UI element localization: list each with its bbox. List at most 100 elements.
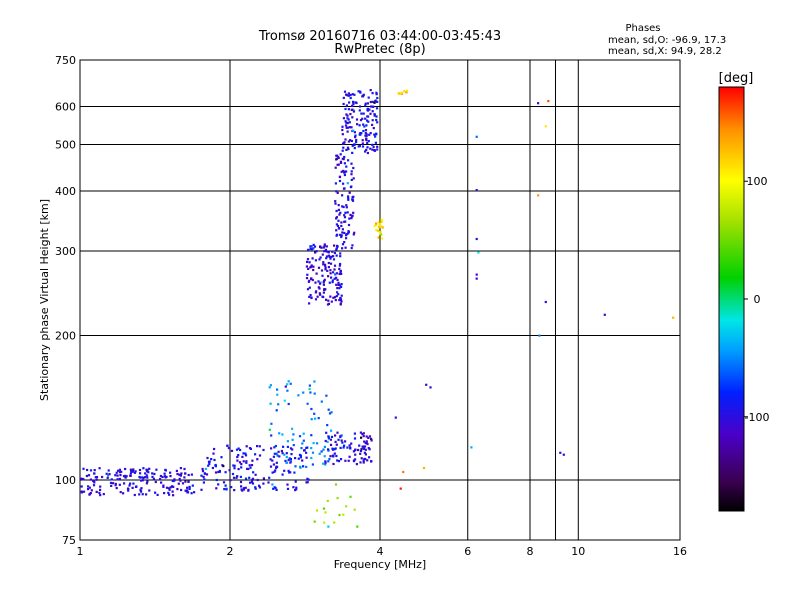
data-point	[399, 487, 402, 490]
data-point	[322, 448, 325, 451]
data-point	[348, 101, 351, 104]
data-point	[350, 442, 353, 445]
data-point	[280, 449, 283, 453]
data-point	[146, 480, 149, 483]
data-point	[288, 471, 291, 474]
data-point	[354, 134, 357, 137]
data-point	[379, 231, 382, 234]
data-point	[107, 474, 110, 477]
data-point	[309, 294, 312, 297]
data-point	[311, 451, 315, 454]
data-point	[184, 472, 187, 475]
data-point	[377, 221, 380, 224]
data-point	[340, 234, 343, 237]
data-point	[323, 250, 326, 253]
data-point	[381, 219, 384, 222]
data-point	[333, 448, 336, 451]
data-point	[93, 481, 96, 484]
data-point	[305, 465, 308, 468]
data-point	[287, 458, 290, 462]
data-point	[359, 452, 362, 455]
data-point	[323, 445, 326, 448]
chart-title: Tromsø 20160716 03:44:00-03:45:43	[258, 29, 501, 44]
data-point	[376, 148, 379, 151]
data-point	[381, 226, 384, 229]
data-point	[305, 481, 308, 484]
data-point	[241, 489, 244, 492]
grid-lines	[80, 60, 680, 540]
data-point	[336, 431, 339, 434]
data-point	[334, 182, 337, 185]
data-point	[162, 484, 165, 487]
data-point	[163, 475, 166, 478]
data-point	[115, 487, 118, 490]
data-point	[360, 457, 363, 460]
data-point	[228, 469, 231, 472]
data-point	[151, 472, 154, 475]
data-point	[308, 302, 311, 305]
data-point	[340, 439, 343, 442]
data-point	[160, 481, 163, 484]
data-point	[350, 139, 353, 143]
data-point	[538, 334, 541, 337]
data-point	[114, 474, 117, 477]
data-point	[345, 505, 348, 508]
data-point	[537, 194, 540, 197]
data-point	[360, 448, 363, 451]
data-point	[366, 107, 369, 110]
data-point	[337, 208, 340, 211]
data-point	[231, 472, 235, 476]
data-point	[339, 298, 343, 301]
data-point	[102, 493, 105, 496]
data-point	[138, 493, 141, 496]
data-point	[343, 155, 346, 159]
data-point	[293, 471, 296, 474]
data-point	[335, 276, 338, 279]
data-point	[186, 486, 189, 489]
data-point	[241, 455, 244, 458]
data-point	[362, 112, 365, 115]
data-point	[544, 125, 547, 128]
data-point	[333, 452, 336, 455]
data-point	[335, 254, 338, 257]
data-point	[178, 473, 181, 476]
data-point	[353, 508, 356, 511]
x-tick-label: 1	[77, 545, 84, 558]
data-point	[271, 483, 274, 486]
data-point	[163, 472, 166, 475]
data-point	[337, 281, 340, 284]
data-point	[80, 485, 83, 488]
data-point	[562, 453, 565, 456]
data-point	[338, 213, 341, 216]
data-point	[245, 460, 248, 463]
data-point	[133, 493, 136, 497]
data-point	[403, 90, 406, 93]
data-point	[120, 470, 123, 473]
data-point	[217, 470, 220, 474]
data-point	[337, 283, 340, 286]
data-point	[114, 484, 117, 487]
data-point	[270, 447, 273, 450]
data-point	[394, 416, 397, 419]
data-point	[272, 463, 275, 466]
data-point	[378, 226, 381, 229]
data-point	[342, 102, 345, 106]
chart-subtitle: RwPretec (8p)	[334, 42, 425, 57]
data-point	[200, 474, 203, 477]
data-point	[373, 133, 376, 136]
data-point	[312, 442, 315, 445]
data-point	[151, 475, 154, 478]
data-point	[148, 467, 151, 470]
data-point	[320, 246, 323, 249]
data-point	[161, 475, 164, 479]
data-point	[328, 458, 331, 461]
data-point	[400, 91, 403, 94]
x-tick-label: 16	[673, 545, 687, 558]
data-point	[360, 436, 363, 439]
colorbar-label: [deg]	[719, 71, 754, 86]
data-point	[92, 484, 96, 487]
data-point	[99, 488, 102, 491]
data-point	[123, 482, 126, 485]
data-point	[349, 113, 352, 116]
data-point	[322, 507, 326, 510]
